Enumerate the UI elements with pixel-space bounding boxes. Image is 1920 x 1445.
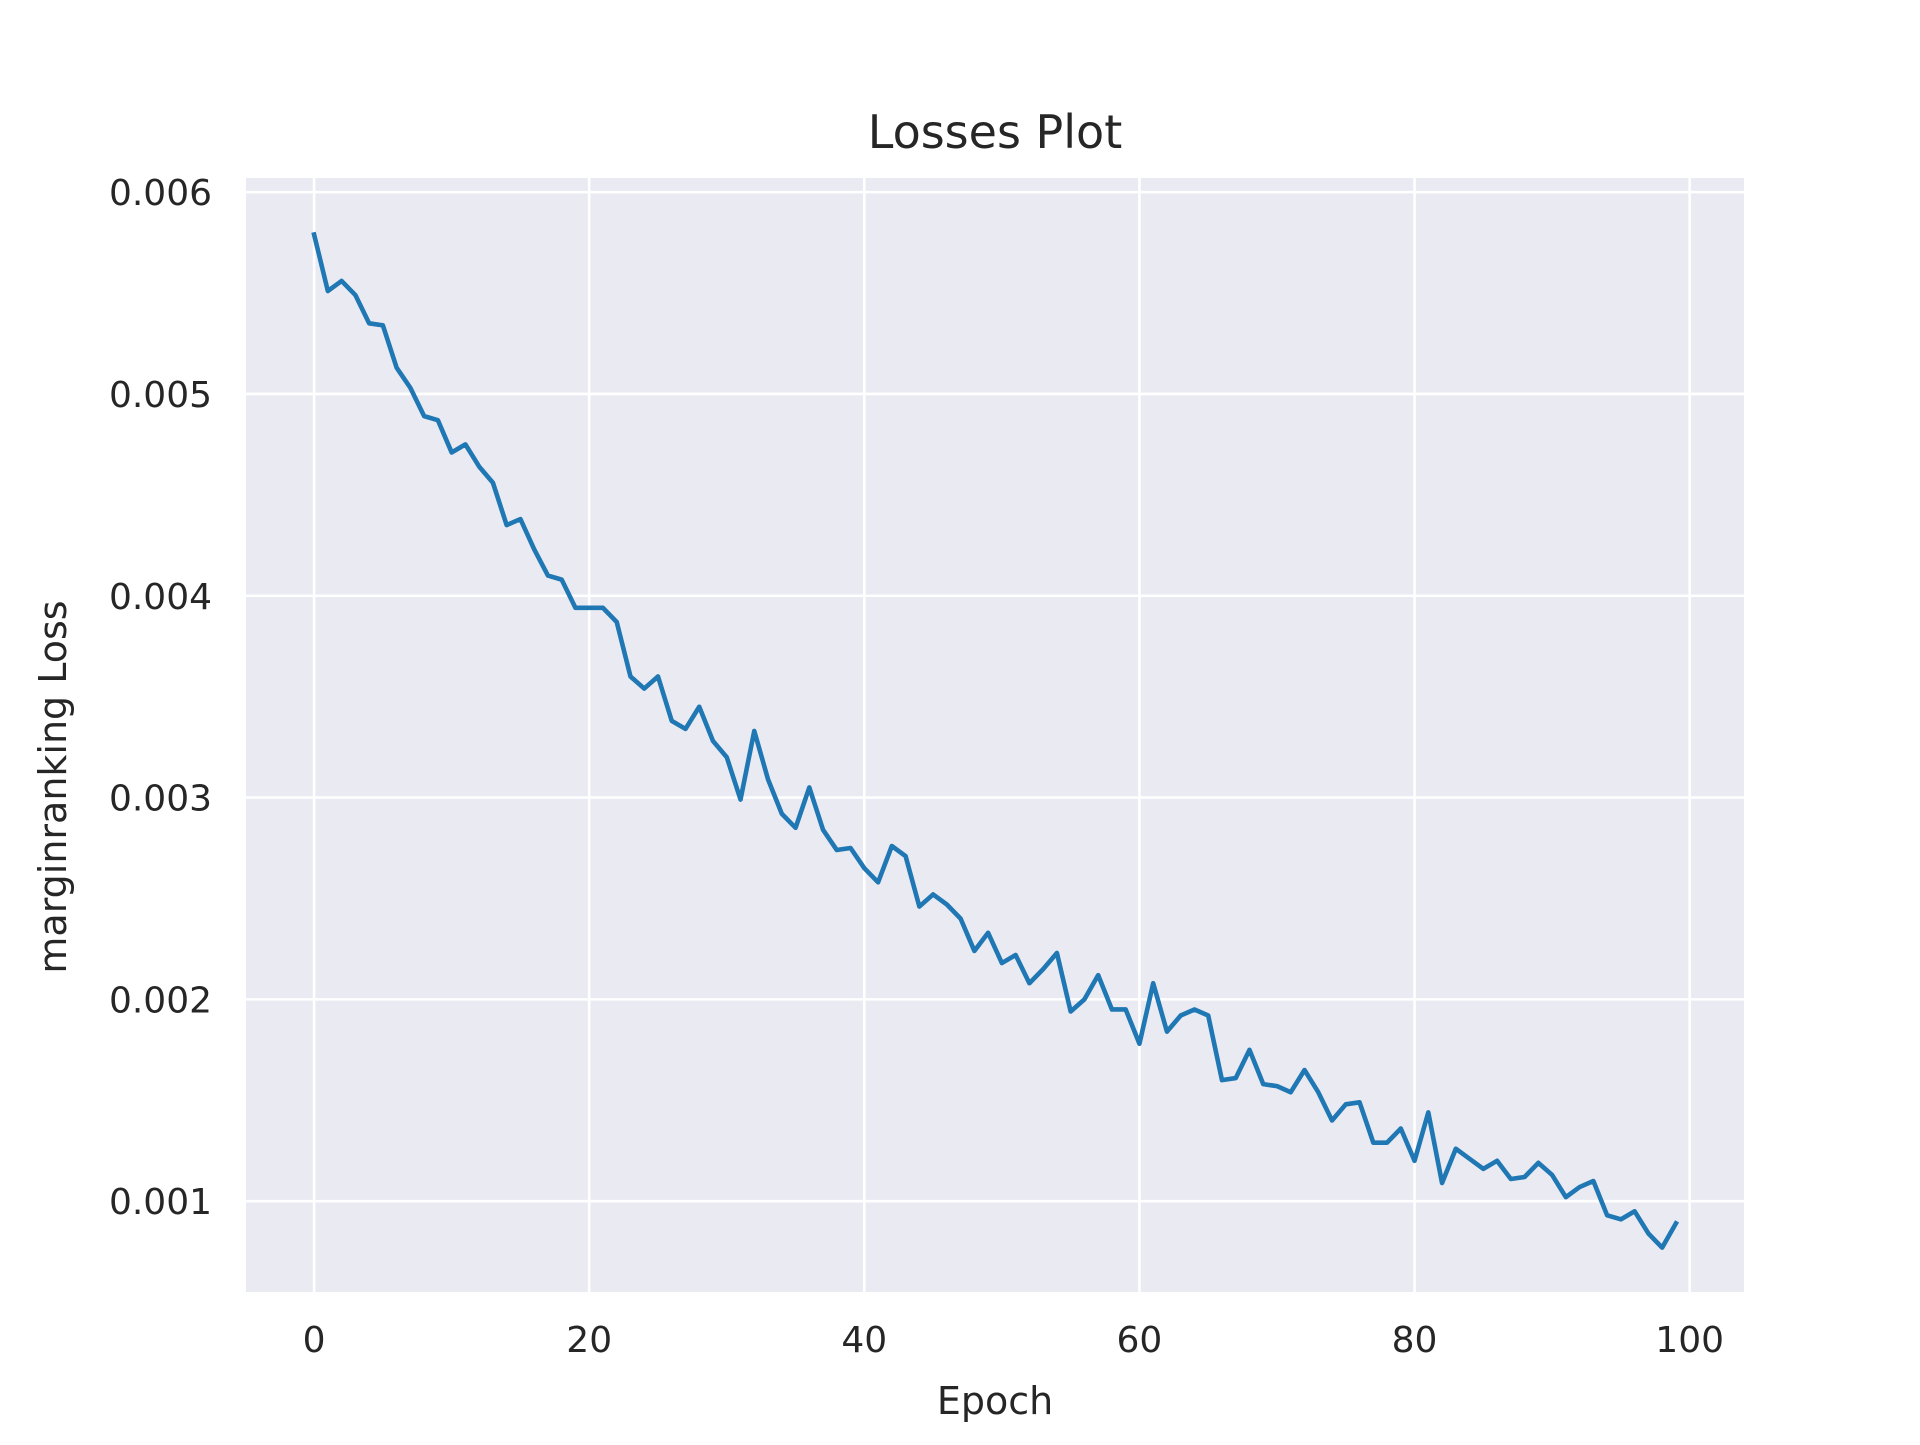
y-tick-label: 0.004 [109, 577, 212, 618]
x-tick-label: 100 [1655, 1320, 1724, 1361]
x-tick-label: 40 [841, 1320, 887, 1361]
x-tick-label: 60 [1117, 1320, 1163, 1361]
x-tick-label: 0 [303, 1320, 326, 1361]
loss-series-line [311, 231, 1680, 1250]
y-tick-label: 0.001 [109, 1182, 212, 1223]
y-tick-label: 0.003 [109, 779, 212, 820]
x-axis-ticks: 0 20 40 60 80 100 [303, 1320, 1724, 1361]
series-layer [311, 231, 1680, 1250]
plot-area [246, 178, 1744, 1292]
chart-title: Losses Plot [868, 105, 1122, 159]
grid-lines [246, 178, 1744, 1292]
y-axis-ticks: 0.001 0.002 0.003 0.004 0.005 0.006 [109, 173, 212, 1223]
y-tick-label: 0.006 [109, 173, 212, 214]
x-tick-label: 20 [566, 1320, 612, 1361]
y-tick-label: 0.005 [109, 375, 212, 416]
y-axis-label: marginranking Loss [31, 600, 75, 973]
x-tick-label: 80 [1392, 1320, 1438, 1361]
x-axis-label: Epoch [937, 1379, 1053, 1423]
y-tick-label: 0.002 [109, 980, 212, 1021]
